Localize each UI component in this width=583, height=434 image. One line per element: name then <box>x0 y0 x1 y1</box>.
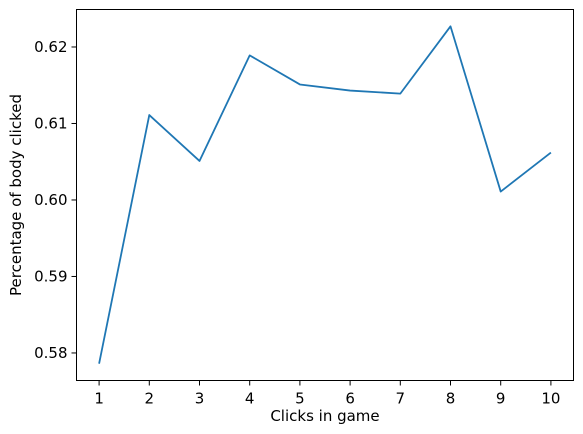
x-tick-label: 10 <box>541 390 560 408</box>
x-tick-label: 7 <box>396 390 406 408</box>
x-tick-label: 5 <box>295 390 305 408</box>
x-tick-label: 1 <box>94 390 104 408</box>
x-tick-label: 2 <box>145 390 155 408</box>
plot-area <box>99 26 551 363</box>
y-tick-label: 0.60 <box>34 191 67 209</box>
y-axis-label: Percentage of body clicked <box>7 94 25 296</box>
axes-frame <box>76 9 574 381</box>
x-tick-label: 4 <box>245 390 255 408</box>
y-tick-label: 0.62 <box>34 38 67 56</box>
y-tick-label: 0.58 <box>34 344 67 362</box>
x-axis-ticks: 1 2 3 4 5 6 7 8 9 10 <box>94 380 560 408</box>
x-axis-label: Clicks in game <box>270 407 379 425</box>
x-tick-label: 3 <box>195 390 205 408</box>
y-tick-label: 0.61 <box>34 114 67 132</box>
y-axis-ticks: 0.58 0.59 0.60 0.61 0.62 <box>34 38 77 362</box>
series-line <box>98 25 552 364</box>
x-tick-label: 9 <box>496 390 506 408</box>
x-tick-label: 8 <box>446 390 456 408</box>
y-tick-label: 0.59 <box>34 267 67 285</box>
x-tick-label: 6 <box>345 390 355 408</box>
